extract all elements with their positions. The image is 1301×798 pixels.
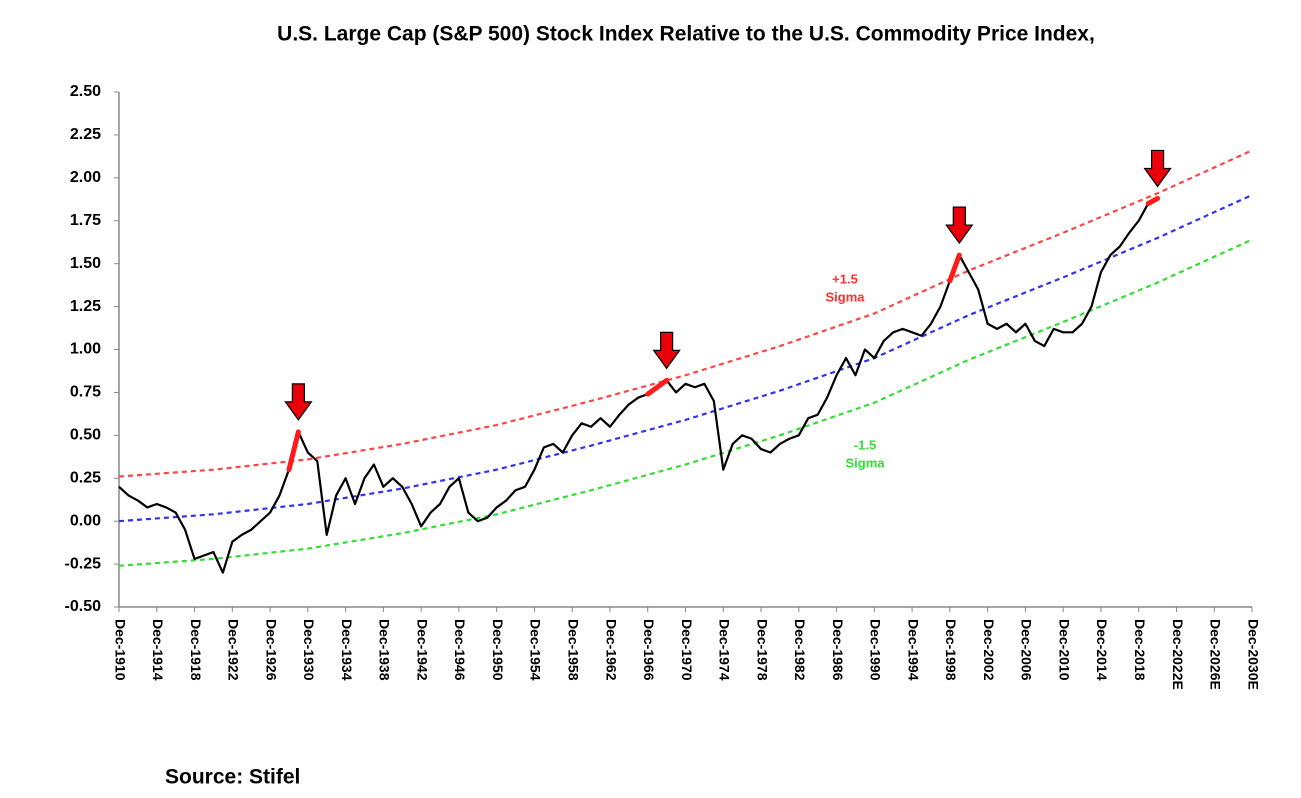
x-tick-label: Dec-2026E bbox=[1208, 619, 1224, 690]
x-tick-label: Dec-2022E bbox=[1170, 619, 1186, 690]
y-tick-label: 0.00 bbox=[70, 512, 101, 529]
trend-line bbox=[118, 149, 1253, 478]
annotation: +1.5 bbox=[832, 271, 858, 286]
trend-line bbox=[118, 238, 1253, 567]
x-tick-label: Dec-2006 bbox=[1019, 619, 1035, 681]
x-tick-label: Dec-2018 bbox=[1132, 619, 1148, 681]
x-tick-label: Dec-2002 bbox=[981, 619, 997, 681]
data-line bbox=[118, 197, 1159, 574]
x-tick-label: Dec-1954 bbox=[528, 619, 544, 681]
y-tick-label: -0.50 bbox=[65, 598, 102, 615]
x-tick-label: Dec-1914 bbox=[150, 619, 166, 681]
x-tick-label: Dec-1970 bbox=[679, 619, 695, 681]
x-tick-label: Dec-2014 bbox=[1094, 619, 1110, 681]
peak-arrow bbox=[945, 206, 974, 245]
x-tick-label: Dec-1994 bbox=[905, 619, 921, 681]
source-note: Source: Stifel bbox=[165, 766, 300, 789]
x-tick-label: Dec-1974 bbox=[717, 619, 733, 681]
x-tick-label: Dec-2030E bbox=[1245, 619, 1261, 690]
y-tick-label: 2.00 bbox=[70, 169, 101, 186]
trend-line bbox=[118, 193, 1253, 523]
chart-title: U.S. Large Cap (S&P 500) Stock Index Rel… bbox=[277, 23, 1095, 46]
x-tick-label: Dec-1958 bbox=[565, 619, 581, 681]
highlight-segment bbox=[1145, 195, 1161, 207]
peak-arrow bbox=[1143, 149, 1172, 188]
x-tick-label: Dec-1966 bbox=[641, 619, 657, 681]
x-tick-label: Dec-1962 bbox=[603, 619, 619, 681]
peak-arrow bbox=[652, 331, 681, 370]
x-tick-label: Dec-2010 bbox=[1056, 619, 1072, 681]
x-tick-label: Dec-1990 bbox=[868, 619, 884, 681]
y-tick-label: 2.25 bbox=[70, 126, 101, 143]
x-tick-label: Dec-1930 bbox=[301, 619, 317, 681]
x-tick-label: Dec-1934 bbox=[339, 619, 355, 681]
highlight-segment bbox=[286, 429, 301, 473]
x-tick-label: Dec-1910 bbox=[112, 619, 128, 681]
x-tick-label: Dec-1978 bbox=[754, 619, 770, 681]
y-tick-label: 0.50 bbox=[70, 427, 101, 444]
highlight-segment bbox=[947, 252, 962, 284]
x-tick-label: Dec-1938 bbox=[377, 619, 393, 681]
y-tick-label: 0.75 bbox=[70, 384, 101, 401]
annotation: -1.5 bbox=[854, 437, 876, 452]
x-tick-label: Dec-1918 bbox=[188, 619, 204, 681]
highlight-segment bbox=[645, 377, 670, 397]
x-tick-label: Dec-1998 bbox=[943, 619, 959, 681]
x-tick-label: Dec-1950 bbox=[490, 619, 506, 681]
y-tick-label: 0.25 bbox=[70, 469, 101, 486]
y-tick-label: 1.50 bbox=[70, 255, 101, 272]
x-tick-label: Dec-1986 bbox=[830, 619, 846, 681]
y-tick-label: -0.25 bbox=[65, 555, 102, 572]
annotation: Sigma bbox=[845, 455, 885, 470]
x-tick-label: Dec-1942 bbox=[414, 619, 430, 681]
y-tick-label: 2.50 bbox=[70, 83, 101, 100]
peak-arrow bbox=[284, 383, 313, 421]
x-tick-label: Dec-1946 bbox=[452, 619, 468, 681]
y-tick-label: 1.00 bbox=[70, 341, 101, 358]
x-tick-label: Dec-1922 bbox=[226, 619, 242, 681]
x-tick-label: Dec-1926 bbox=[263, 619, 279, 681]
y-tick-label: 1.25 bbox=[70, 298, 101, 315]
x-tick-label: Dec-1982 bbox=[792, 619, 808, 681]
annotation: Sigma bbox=[825, 289, 865, 304]
y-tick-label: 1.75 bbox=[70, 212, 101, 229]
